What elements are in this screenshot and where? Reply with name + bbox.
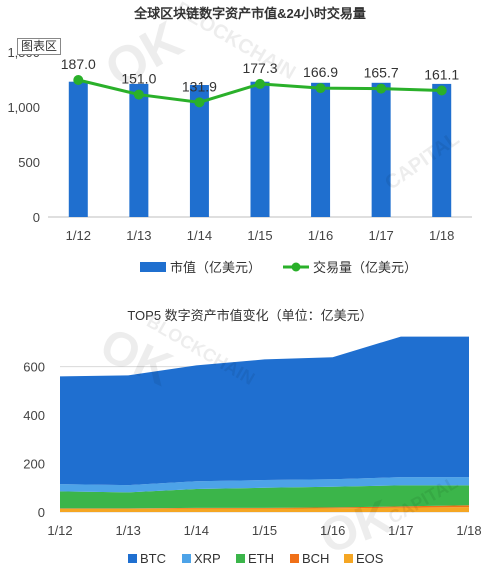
chart2-title: TOP5 数字资产市值变化（单位：亿美元） <box>127 308 372 323</box>
area-xrp <box>60 477 469 493</box>
point-volume <box>376 83 387 94</box>
data-label-volume: 187.0 <box>61 56 96 72</box>
legend-swatch-xrp <box>182 554 191 563</box>
data-label-volume: 161.1 <box>424 66 459 82</box>
area-eth <box>60 485 469 509</box>
x-tick-label: 1/15 <box>247 228 272 243</box>
chart2-plot: TOP5 数字资产市值变化（单位：亿美元） 0 200 400 600 1/12 1/13 1… <box>23 308 481 566</box>
bar-market-cap <box>129 83 149 218</box>
legend-label-bch: BCH <box>302 551 329 566</box>
point-volume <box>255 78 265 89</box>
point-volume <box>73 75 84 85</box>
x-tick-label: 1/13 <box>126 228 151 243</box>
legend-swatch-market-cap <box>140 262 166 272</box>
legend-marker-volume <box>291 262 301 272</box>
bar-market-cap <box>311 82 331 217</box>
legend-label-eth: ETH <box>248 551 274 566</box>
data-label-volume: 165.7 <box>364 65 399 81</box>
y-tick-label: 1,000 <box>7 100 40 115</box>
legend-label-btc: BTC <box>140 551 166 566</box>
data-label-volume: 166.9 <box>303 64 338 80</box>
x-tick-label: 1/14 <box>187 228 212 243</box>
bar-market-cap <box>68 81 88 217</box>
y-tick-label: 400 <box>23 408 45 423</box>
y-tick-label: 600 <box>23 360 45 375</box>
point-volume <box>436 85 447 96</box>
y-tick-label: 0 <box>38 505 45 520</box>
point-volume <box>315 83 326 94</box>
bar-market-cap <box>250 81 270 217</box>
bar-market-cap <box>432 83 452 218</box>
x-tick-label: 1/16 <box>308 228 333 243</box>
x-tick-label: 1/12 <box>66 228 91 243</box>
x-tick-label: 1/14 <box>184 523 209 538</box>
data-label-volume: 151.0 <box>121 71 156 87</box>
legend-swatch-bch <box>290 554 299 563</box>
bar-market-cap <box>371 82 391 217</box>
point-volume <box>194 97 205 108</box>
chart1-title: 全球区块链数字资产市值&24小时交易量 <box>134 6 366 21</box>
legend-label-eos: EOS <box>356 551 384 566</box>
bar-market-cap <box>189 85 209 217</box>
legend-swatch-eth <box>236 554 245 563</box>
x-tick-label: 1/18 <box>429 228 454 243</box>
legend-label-market-cap: 市值（亿美元） <box>170 260 261 275</box>
area-btc <box>60 336 469 486</box>
x-tick-label: 1/13 <box>116 523 141 538</box>
x-tick-label: 1/12 <box>47 523 72 538</box>
x-tick-label: 1/15 <box>252 523 277 538</box>
area-bch <box>60 505 469 509</box>
x-tick-label: 1/17 <box>368 228 393 243</box>
point-volume <box>133 89 144 100</box>
chart1-plot: 05001,0001,5001/121/131/141/151/161/171/… <box>7 45 472 275</box>
x-tick-label: 1/18 <box>456 523 481 538</box>
y-tick-label: 0 <box>33 210 40 225</box>
chart-area-tag: 图表区 <box>17 38 62 55</box>
data-label-volume: 177.3 <box>242 60 277 76</box>
area-eos <box>60 507 469 512</box>
legend-swatch-btc <box>128 554 137 563</box>
x-tick-label: 1/16 <box>320 523 345 538</box>
legend-swatch-eos <box>344 554 353 563</box>
y-tick-label: 200 <box>23 457 45 472</box>
y-tick-label: 500 <box>18 155 40 170</box>
x-tick-label: 1/17 <box>388 523 413 538</box>
legend-label-xrp: XRP <box>194 551 221 566</box>
legend-label-volume: 交易量（亿美元） <box>313 260 417 275</box>
data-label-volume: 131.9 <box>182 78 217 94</box>
